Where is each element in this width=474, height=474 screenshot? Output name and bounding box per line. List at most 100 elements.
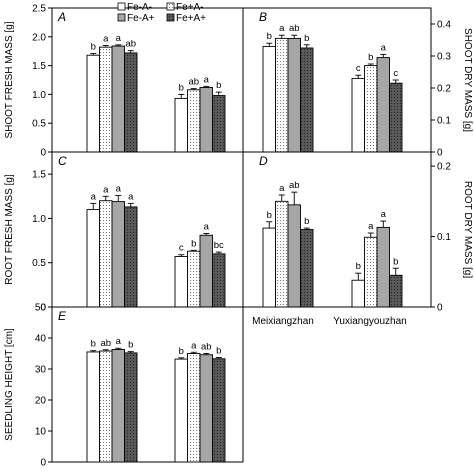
- significance-letter: ab: [289, 180, 300, 191]
- significance-letter: ab: [289, 23, 300, 34]
- bar: [174, 256, 188, 308]
- bar: [389, 82, 403, 153]
- significance-letter: a: [381, 42, 387, 53]
- y-tick-label: 0.4: [437, 20, 451, 31]
- significance-letter: a: [91, 191, 97, 202]
- y-tick-label: 1.5: [32, 61, 46, 72]
- significance-letter: b: [304, 33, 309, 44]
- bar: [262, 227, 276, 308]
- y-tick-label: 40: [35, 334, 47, 345]
- bar: [287, 204, 301, 308]
- legend-swatch: [117, 2, 126, 11]
- bar: [174, 358, 188, 463]
- bar: [287, 37, 301, 153]
- legend-swatch: [117, 13, 126, 22]
- y-tick-label: 0.3: [437, 52, 451, 63]
- significance-letter: ab: [201, 342, 212, 353]
- significance-letter: a: [103, 184, 109, 195]
- bar: [86, 54, 100, 153]
- y-tick-label: 0.2: [437, 84, 451, 95]
- significance-letter: a: [116, 183, 122, 194]
- significance-letter: b: [267, 210, 272, 221]
- significance-letter: a: [381, 209, 387, 220]
- bar: [187, 89, 201, 153]
- bar: [212, 358, 226, 463]
- bar: [275, 200, 289, 308]
- bar: [99, 46, 113, 153]
- y-tick-label: 0.5: [32, 258, 46, 269]
- y-tick-label: 1.5: [32, 170, 46, 181]
- significance-letter: a: [103, 33, 109, 44]
- panel-frame: [242, 151, 432, 308]
- significance-letter: a: [204, 221, 210, 232]
- panel-label: D: [259, 154, 268, 168]
- legend: Fe-A- Fe+A- Fe-A+ Fe+A+: [117, 2, 206, 24]
- significance-letter: b: [356, 261, 361, 272]
- significance-letter: b: [179, 82, 184, 93]
- significance-letter: bc: [214, 240, 224, 251]
- y-tick-label: 0: [40, 148, 46, 159]
- bar: [389, 274, 403, 308]
- bar: [124, 352, 138, 463]
- y-tick-label: 0.2: [437, 162, 451, 173]
- y-tick-label: 50: [35, 303, 47, 314]
- legend-label: Fe+A-: [176, 2, 204, 13]
- bar: [262, 45, 276, 153]
- bar: [199, 234, 213, 308]
- legend-swatch: [166, 13, 175, 22]
- significance-letter: ab: [100, 338, 111, 349]
- bar: [364, 65, 378, 153]
- significance-letter: c: [179, 243, 184, 254]
- bar: [376, 226, 390, 308]
- bar: [351, 279, 365, 308]
- bar: [111, 201, 125, 308]
- y-tick-label: 2.0: [32, 32, 46, 43]
- panel-label: A: [57, 10, 66, 24]
- significance-letter: c: [393, 68, 398, 79]
- y-axis-title: ROOT FRESH MASS [g]: [4, 174, 15, 285]
- y-tick-label: 0.1: [437, 232, 451, 243]
- significance-letter: a: [279, 183, 285, 194]
- bar: [187, 353, 201, 463]
- y-tick-label: 1.0: [32, 90, 46, 101]
- significance-letter: a: [279, 23, 285, 34]
- category-label: Yuxiangyouzhan: [333, 316, 406, 327]
- legend-label: Fe+A+: [176, 13, 206, 24]
- significance-letter: a: [116, 33, 122, 44]
- significance-letter: a: [128, 191, 134, 202]
- significance-letter: ab: [125, 39, 136, 50]
- bar: [364, 236, 378, 308]
- bar: [351, 77, 365, 153]
- bar: [111, 45, 125, 153]
- bar: [199, 354, 213, 463]
- significance-letter: b: [179, 346, 184, 357]
- y-tick-label: 0.1: [437, 116, 451, 127]
- y-axis-title: SEEDLING HEIGHT [cm]: [4, 328, 15, 441]
- significance-letter: b: [191, 238, 196, 249]
- significance-letter: b: [393, 256, 398, 267]
- category-label: Meixiangzhan: [252, 316, 314, 327]
- legend-label: Fe-A+: [127, 13, 155, 24]
- y-tick-label: 1.0: [32, 214, 46, 225]
- y-tick-label: 0.5: [32, 119, 46, 130]
- y-axis-title: SHOOT DRY MASS [g]: [462, 28, 473, 132]
- y-tick-label: 20: [35, 396, 47, 407]
- significance-letter: a: [368, 221, 374, 232]
- y-tick-label: 0: [40, 458, 46, 469]
- y-tick-label: 0: [40, 303, 46, 314]
- bar: [99, 200, 113, 308]
- significance-letter: ab: [188, 77, 199, 88]
- significance-letter: a: [204, 74, 210, 85]
- bar: [124, 52, 138, 153]
- bar: [99, 350, 113, 463]
- y-tick-label: 2.5: [32, 4, 46, 15]
- panel-label: B: [259, 10, 267, 24]
- significance-letter: c: [356, 63, 361, 74]
- significance-letter: b: [216, 346, 221, 357]
- legend-label: Fe-A-: [127, 2, 152, 13]
